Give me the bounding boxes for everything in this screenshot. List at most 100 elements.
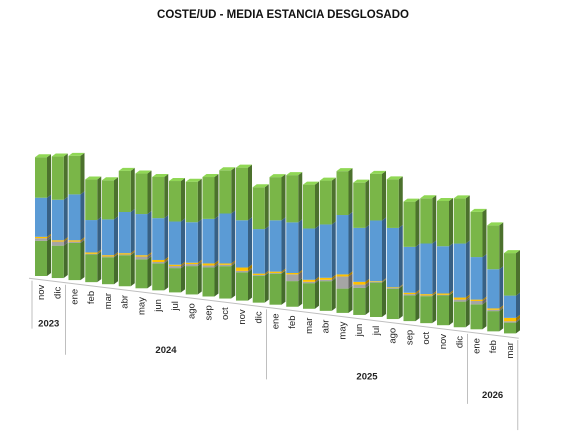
bar-side-s2-28 [516,314,520,322]
bar-side-s1-26 [482,297,487,305]
bar-side-s2-2 [80,237,85,242]
bar-side-s3-12 [248,217,252,268]
bar-segment-s0-17 [319,281,332,311]
tick-label-25: dic [455,336,466,348]
category-axis: nov dic ene feb mar abr may jun jul ago sep oct nov d… [28,277,519,431]
bar-segment-s1-11 [219,264,232,267]
bar-segment-s4-26 [470,211,483,258]
bar-8 [169,178,185,293]
bar-segment-s3-24 [437,246,449,294]
bar-side-s3-25 [465,240,470,298]
bar-segment-s0-4 [102,257,114,285]
bar-side-s0-16 [315,280,319,309]
bar-segment-s1-18 [336,276,349,289]
bar-segment-s0-11 [219,266,232,299]
tick-label-23: oct [421,332,432,345]
bar-side-s1-10 [214,262,219,268]
bar-side-s4-1 [63,153,68,200]
bar-top-27 [487,222,504,226]
bar-segment-s0-15 [286,281,299,307]
bar-segment-s2-19 [353,281,366,285]
bar-18 [336,168,353,313]
bar-side-s3-16 [315,225,319,280]
bar-segment-s3-19 [353,227,366,282]
bar-side-s1-15 [298,271,303,282]
bar-side-s3-6 [147,211,152,256]
bar-segment-s1-14 [269,272,282,274]
bar-side-s1-28 [516,318,520,323]
bar-top-28 [504,250,520,254]
bar-side-s1-19 [365,281,370,288]
bar-side-s3-10 [214,215,219,264]
bar-side-s0-4 [114,254,118,285]
bar-top-10 [202,174,219,178]
bar-segment-s2-23 [420,294,433,296]
bar-top-13 [252,184,269,188]
tick-label-18: may [338,321,349,339]
bar-side-s1-5 [130,251,135,256]
bar-segment-s1-4 [102,256,114,258]
bar-side-s2-4 [114,252,118,257]
bar-side-s2-17 [331,274,336,280]
bar-top-14 [269,174,286,178]
tick-label-14: ene [271,313,282,329]
bar-side-s1-23 [432,292,437,297]
bar-side-s1-2 [80,238,85,243]
bar-segment-s1-22 [403,294,416,296]
bar-side-s1-9 [197,261,202,267]
bar-side-s0-12 [248,269,252,301]
bar-side-s0-24 [449,292,453,326]
tick-label-12: nov [237,309,248,325]
bar-side-s3-27 [499,266,504,309]
bar-side-s1-22 [415,291,420,296]
bar-segment-s4-11 [219,170,232,214]
bar-1 [51,153,68,279]
bar-segment-s0-25 [453,301,466,328]
bar-segment-s0-28 [504,322,516,334]
bar-10 [202,174,219,297]
bar-segment-s3-4 [102,219,114,256]
bar-3 [85,176,102,283]
bar-6 [135,170,152,289]
bar-side-s3-17 [331,221,336,278]
bar-side-s4-20 [382,170,386,221]
bar-26 [470,208,487,330]
bar-side-s0-28 [516,319,520,334]
bar-side-s3-26 [482,254,487,300]
bar-side-s3-9 [197,219,202,263]
tick-label-7: jun [153,299,164,313]
bar-side-s1-21 [398,285,403,289]
bar-segment-s3-9 [185,222,198,263]
bar-side-s2-8 [181,261,185,267]
bar-top-23 [420,195,437,199]
bar-side-s0-20 [382,279,386,317]
bar-segment-s4-6 [135,173,148,215]
bar-side-s3-19 [365,224,370,282]
bar-2 [68,152,85,281]
bar-side-s3-14 [281,217,286,272]
bar-segment-s2-9 [185,262,198,265]
bar-side-s0-11 [231,263,236,299]
bar-side-s4-16 [315,181,319,229]
bar-4 [102,177,118,285]
bar-side-s4-23 [432,195,437,244]
tick-label-24: nov [438,334,449,350]
bar-side-s1-18 [348,273,353,289]
bar-segment-s4-9 [185,181,198,223]
bar-side-s2-23 [432,291,437,296]
bar-side-s2-14 [281,268,286,273]
bar-top-19 [353,179,370,183]
bar-top-7 [152,173,169,177]
bar-top-3 [85,176,102,180]
bar-top-25 [453,195,470,199]
bar-side-s3-15 [298,219,303,273]
bar-side-s2-19 [365,278,370,285]
bar-side-s4-15 [298,172,303,223]
bar-segment-s0-7 [152,263,165,291]
bar-13 [252,184,269,303]
bar-22 [403,198,420,322]
bar-side-s0-8 [181,265,185,293]
bar-side-s3-2 [80,191,85,241]
bar-side-s3-5 [130,209,135,254]
bar-segment-s0-1 [51,245,64,279]
